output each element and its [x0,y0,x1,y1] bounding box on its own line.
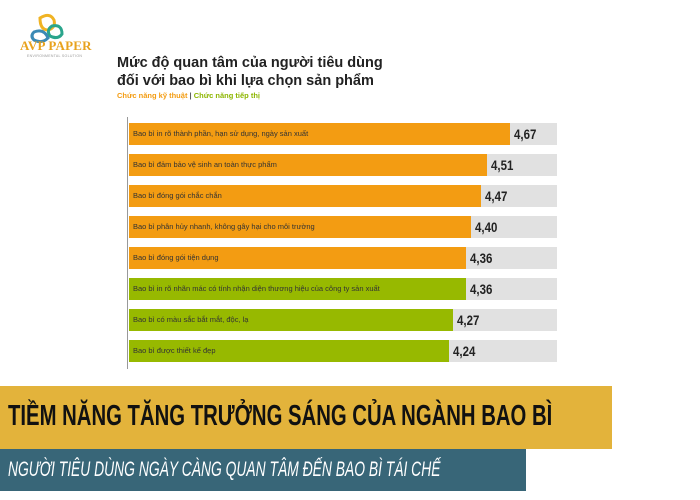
logo-text: AVP PAPER [20,38,92,53]
bar-value-label: 4,40 [475,219,498,235]
bar-value-label: 4,36 [469,250,493,266]
bar: Bao bì in rõ nhãn mác có tính nhận diện … [129,278,466,300]
bar-track: Bao bì được thiết kế đẹp 4,24 [129,340,557,362]
headline-banner: TIỀM NĂNG TĂNG TRƯỞNG SÁNG CỦA NGÀNH BAO… [0,386,612,449]
bar: Bao bì được thiết kế đẹp [129,340,449,362]
logo-subtext: ENVIRONMENTAL SOLUTION [27,54,83,58]
bar: Bao bì phân hủy nhanh, không gây hại cho… [129,216,472,238]
bar-value-label: 4,67 [513,126,537,142]
headline: TIỀM NĂNG TĂNG TRƯỞNG SÁNG CỦA NGÀNH BAO… [8,400,553,432]
bar-track: Bao bì in rõ thành phần, hạn sử dụng, ng… [129,123,557,145]
bar-value-label: 4,51 [491,157,514,173]
bar: Bao bì đóng gói tiện dụng [129,247,466,269]
bar: Bao bì in rõ thành phần, hạn sử dụng, ng… [129,123,510,145]
bar-track: Bao bì đóng gói chắc chắn 4,47 [129,185,557,207]
subheadline: NGƯỜI TIÊU DÙNG NGÀY CÀNG QUAN TÂM ĐẾN B… [8,458,441,481]
bar-track: Bao bì in rõ nhãn mác có tính nhận diện … [129,278,557,300]
chart-legend: Chức năng kỹ thuật | Chức năng tiếp thị [117,91,260,100]
subheadline-banner: NGƯỜI TIÊU DÙNG NGÀY CÀNG QUAN TÂM ĐẾN B… [0,449,526,491]
bar-category-label: Bao bì có màu sắc bắt mắt, độc, lạ [133,315,249,324]
bar-category-label: Bao bì in rõ nhãn mác có tính nhận diện … [133,284,380,293]
legend-marketing: Chức năng tiếp thị [193,91,260,100]
bar: Bao bì có màu sắc bắt mắt, độc, lạ [129,309,453,331]
chart-axis-line [127,117,128,369]
bar-value-label: 4,36 [469,281,493,297]
bar-track: Bao bì phân hủy nhanh, không gây hại cho… [129,216,557,238]
bar-category-label: Bao bì in rõ thành phần, hạn sử dụng, ng… [133,129,309,138]
chart-title-line: Mức độ quan tâm của người tiêu dùng [117,55,383,71]
bar-category-label: Bao bì phân hủy nhanh, không gây hại cho… [133,222,315,231]
logo-icon [30,13,64,44]
bar: Bao bì đảm bảo vệ sinh an toàn thực phẩm [129,154,488,176]
chart-title-line: đối với bao bì khi lựa chọn sản phẩm [117,73,374,89]
bar-track: Bao bì đóng gói tiện dụng 4,36 [129,247,557,269]
chart-title: Mức độ quan tâm của người tiêu dùng đối … [117,54,383,90]
bar-value-label: 4,47 [485,188,508,204]
bar-category-label: Bao bì đóng gói tiện dụng [133,253,219,262]
bar-category-label: Bao bì được thiết kế đẹp [133,346,216,355]
bar-track: Bao bì đảm bảo vệ sinh an toàn thực phẩm… [129,154,557,176]
bar-category-label: Bao bì đảm bảo vệ sinh an toàn thực phẩm [133,160,277,169]
bar: Bao bì đóng gói chắc chắn [129,185,482,207]
legend-technical: Chức năng kỹ thuật [117,91,188,100]
bar-track: Bao bì có màu sắc bắt mắt, độc, lạ 4,27 [129,309,557,331]
bar-category-label: Bao bì đóng gói chắc chắn [133,191,222,200]
bar-value-label: 4,24 [452,343,475,359]
legend-separator: | [189,91,192,100]
bar-value-label: 4,27 [456,312,480,328]
